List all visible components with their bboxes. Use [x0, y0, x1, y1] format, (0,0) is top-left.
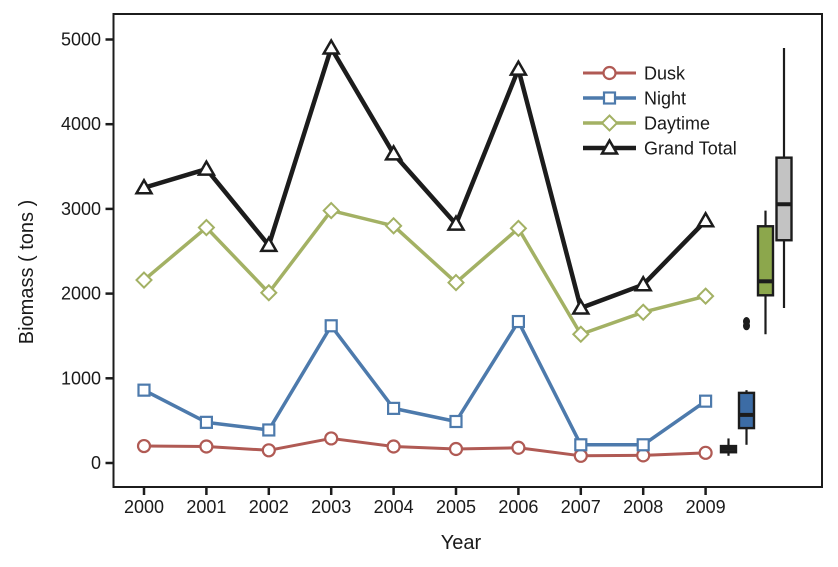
- boxplot-daytime: [756, 210, 775, 335]
- data-point-night: [511, 314, 526, 329]
- x-tick-label: 2008: [623, 497, 663, 517]
- legend-item-grand-total: Grand Total: [583, 137, 737, 159]
- data-point-dusk: [573, 448, 588, 463]
- data-point-dusk: [136, 438, 152, 454]
- data-point-dusk: [261, 443, 276, 458]
- legend-label-dusk: Dusk: [644, 64, 686, 84]
- data-point-grand-total: [571, 297, 591, 315]
- x-tick-label: 2009: [686, 497, 726, 517]
- x-axis-title: Year: [441, 532, 482, 554]
- legend-marker-night: [602, 91, 617, 105]
- data-point-grand-total: [321, 37, 341, 55]
- legend: Dusk Night Daytime Grand Total: [583, 64, 737, 159]
- data-point-grand-total: [446, 214, 466, 231]
- boxplot-grand-total: [775, 47, 793, 308]
- legend-item-daytime: Daytime: [583, 114, 710, 134]
- legend-marker-daytime: [600, 114, 619, 132]
- series-line-dusk: [143, 436, 706, 458]
- data-point-grand-total: [196, 159, 217, 176]
- data-point-dusk: [199, 439, 214, 454]
- data-point-grand-total: [134, 177, 154, 195]
- data-point-daytime: [384, 216, 403, 235]
- series-grand-total: [134, 37, 716, 315]
- legend-marker-grand-total: [599, 137, 620, 155]
- boxplot-dusk: [719, 438, 738, 456]
- y-tick-label: 2000: [61, 284, 101, 304]
- data-point-grand-total: [633, 274, 653, 292]
- data-point-daytime: [135, 271, 153, 289]
- x-tick-label: 2007: [561, 497, 601, 517]
- data-point-daytime: [696, 287, 715, 306]
- data-point-daytime: [447, 273, 465, 292]
- data-point-night: [324, 319, 338, 333]
- legend-marker-dusk: [602, 65, 617, 81]
- y-tick-label: 0: [91, 453, 101, 473]
- data-point-night: [387, 401, 401, 415]
- data-point-daytime: [634, 303, 653, 322]
- legend-label-night: Night: [644, 89, 686, 109]
- legend-item-dusk: Dusk: [583, 64, 686, 84]
- y-tick-label: 3000: [61, 199, 101, 219]
- data-point-night: [199, 415, 213, 429]
- data-point-night: [262, 423, 276, 437]
- x-tick-label: 2002: [249, 497, 289, 517]
- data-point-grand-total: [508, 59, 529, 76]
- series-line-grand-total: [143, 45, 708, 311]
- data-point-night: [137, 383, 151, 397]
- boxplot-box: [775, 156, 793, 242]
- data-point-dusk: [698, 445, 713, 460]
- data-point-night: [698, 394, 713, 408]
- boxplot-box: [756, 225, 775, 297]
- x-tick-label: 2005: [436, 497, 476, 517]
- plot-panel-border: [112, 13, 823, 488]
- data-point-grand-total: [695, 210, 716, 228]
- data-point-dusk: [324, 431, 339, 446]
- data-point-daytime: [571, 325, 590, 344]
- x-tick-label: 2006: [498, 497, 538, 517]
- data-point-grand-total: [383, 143, 404, 161]
- x-tick-label: 2001: [186, 497, 226, 517]
- x-tick-label: 2003: [311, 497, 351, 517]
- data-point-night: [449, 414, 463, 429]
- series-daytime: [135, 201, 715, 344]
- data-point-daytime: [509, 219, 528, 238]
- x-tick-label: 2004: [374, 497, 414, 517]
- boxplot-box: [737, 391, 756, 430]
- series-dusk: [136, 431, 713, 463]
- data-point-night: [574, 438, 588, 452]
- y-axis-title: Biomass ( tons ): [16, 200, 38, 344]
- series-line-night: [143, 319, 707, 447]
- y-tick-label: 5000: [61, 30, 101, 50]
- data-point-daytime: [259, 283, 278, 302]
- legend-item-night: Night: [583, 89, 686, 109]
- legend-label-grand-total: Grand Total: [644, 139, 737, 159]
- axes: 0 1000 2000 3000 4000 5000 2000 2001 2002 2003 200…: [61, 30, 726, 518]
- data-point-daytime: [197, 218, 216, 237]
- data-point-dusk: [448, 441, 464, 457]
- boxplot-outlier: [743, 317, 750, 327]
- y-tick-label: 1000: [61, 368, 101, 388]
- legend-label-daytime: Daytime: [644, 114, 710, 134]
- data-point-daytime: [322, 201, 341, 220]
- series-line-daytime: [142, 208, 707, 337]
- series-night: [137, 314, 713, 452]
- data-point-dusk: [386, 439, 401, 454]
- boxplot-night: [737, 317, 756, 445]
- data-point-dusk: [511, 440, 526, 455]
- data-point-night: [636, 438, 650, 452]
- y-tick-label: 4000: [61, 114, 101, 134]
- data-point-grand-total: [259, 235, 279, 253]
- x-tick-label: 2000: [124, 497, 164, 517]
